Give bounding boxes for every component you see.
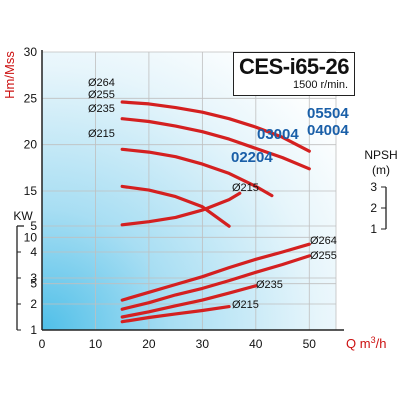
head-tick-label: 5 <box>30 277 37 291</box>
power-curve-diameter-label: Ø215 <box>232 299 259 311</box>
power-curve-diameter-label: Ø255 <box>310 250 337 262</box>
power-curve-diameter-label: Ø264 <box>310 235 337 247</box>
head-curve-diameter-label: Ø215 <box>88 128 115 140</box>
head-tick-label: 10 <box>24 230 38 244</box>
npsh-tick-label: 3 <box>370 180 377 194</box>
x-tick-label: 50 <box>303 337 317 351</box>
head-curve-diameter-label: Ø235 <box>88 103 115 115</box>
x-axis-label-suffix: /h <box>376 336 387 351</box>
x-axis-label-prefix: Q m <box>346 336 371 351</box>
x-axis-label: Q m3/h <box>346 335 386 351</box>
head-curve-d215 <box>120 184 231 228</box>
x-tick-label: 30 <box>196 337 210 351</box>
power-curve-diameter-label: Ø235 <box>256 279 283 291</box>
power-axis-label: KW <box>13 209 33 223</box>
axes <box>16 50 387 331</box>
power-curve-d215 <box>120 305 231 324</box>
x-tick-label: 10 <box>89 337 103 351</box>
model-label: 04004 <box>307 122 349 139</box>
power-tick-label: 2 <box>30 297 37 311</box>
chart-subtitle: 1500 r/min. <box>292 79 348 91</box>
head-curve-diameter-label: Ø264 <box>88 77 115 89</box>
labels: 0 10 20 30 40 505101520253012345KWHm/Mss123NP… <box>2 45 398 351</box>
npsh-axis-unit: (m) <box>372 163 390 177</box>
chart-title: CES-i65-26 <box>239 54 349 79</box>
model-label: 05504 <box>307 105 349 122</box>
npsh-curve-diameter-label: Ø215 <box>232 182 259 194</box>
grid <box>41 51 337 330</box>
model-label: 03004 <box>257 126 299 143</box>
head-axis-label: Hm/Mss <box>2 51 17 99</box>
power-tick-label: 1 <box>30 323 37 337</box>
power-tick-label: 4 <box>30 245 37 259</box>
x-tick-label: 0 <box>39 337 46 351</box>
x-axis-label-sup: 3 <box>371 335 376 345</box>
npsh-axis-label: NPSH <box>364 148 397 162</box>
head-tick-label: 25 <box>24 91 38 105</box>
power-tick-label: 5 <box>30 219 37 233</box>
power-curve-d264 <box>120 242 311 302</box>
x-tick-label: 40 <box>249 337 263 351</box>
npsh-curve <box>120 191 242 227</box>
head-curve-d255 <box>120 117 311 171</box>
model-label: 02204 <box>231 149 273 166</box>
power-curve-d235 <box>120 284 258 319</box>
title-box: CES-i65-26 1500 r/min. <box>233 52 355 96</box>
power-tick-label: 3 <box>30 271 37 285</box>
power-curve-d255 <box>120 254 311 311</box>
head-curve-diameter-label: Ø255 <box>88 89 115 101</box>
npsh-tick-label: 2 <box>370 201 377 215</box>
curves <box>120 100 311 324</box>
head-tick-label: 15 <box>24 184 38 198</box>
x-tick-label: 20 <box>142 337 156 351</box>
head-curve-d235 <box>120 147 274 198</box>
npsh-tick-label: 1 <box>370 222 377 236</box>
head-tick-label: 20 <box>24 138 38 152</box>
head-curve-d264 <box>120 100 311 153</box>
head-tick-label: 30 <box>24 45 38 59</box>
